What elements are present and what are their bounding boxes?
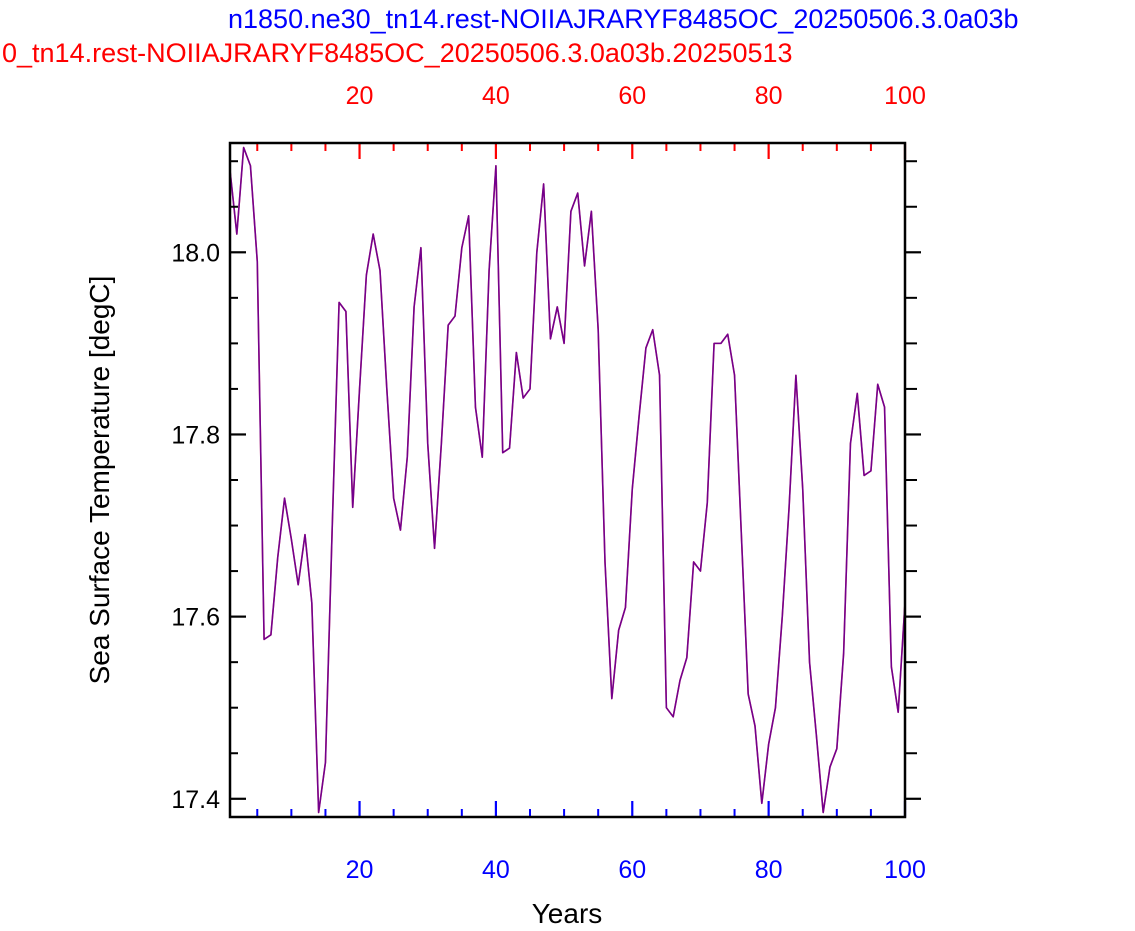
x-tick-label-top: 60 — [618, 82, 646, 110]
x-tick-label-bottom: 20 — [346, 856, 374, 884]
y-tick-label: 18.0 — [171, 239, 220, 267]
x-tick-label-bottom: 100 — [884, 856, 926, 884]
ticks-layer: 20 20 40 40 60 60 80 80 100 100 17.4 17.6 17.8 18.0 — [171, 82, 926, 884]
x-tick-label-top: 40 — [482, 82, 510, 110]
x-tick-label-bottom: 80 — [755, 856, 783, 884]
series-layer — [229, 146, 906, 814]
y-tick-label: 17.4 — [171, 786, 220, 814]
x-tick-label-top: 80 — [755, 82, 783, 110]
y-tick-label: 17.8 — [171, 421, 220, 449]
series-line-2 — [229, 146, 906, 814]
x-tick-label-top: 100 — [884, 82, 926, 110]
x-axis-label: Years — [532, 898, 603, 929]
series-line-1 — [229, 146, 906, 814]
plot-frame — [228, 141, 907, 819]
x-tick-label-bottom: 40 — [482, 856, 510, 884]
y-tick-label: 17.6 — [171, 604, 220, 632]
y-axis-label: Sea Surface Temperature [degC] — [84, 276, 115, 685]
x-tick-label-top: 20 — [346, 82, 374, 110]
title-red: 0_tn14.rest-NOIIAJRARYF8485OC_20250506.3… — [2, 38, 793, 68]
x-tick-label-bottom: 60 — [618, 856, 646, 884]
title-blue: n1850.ne30_tn14.rest-NOIIAJRARYF8485OC_2… — [228, 4, 1019, 34]
